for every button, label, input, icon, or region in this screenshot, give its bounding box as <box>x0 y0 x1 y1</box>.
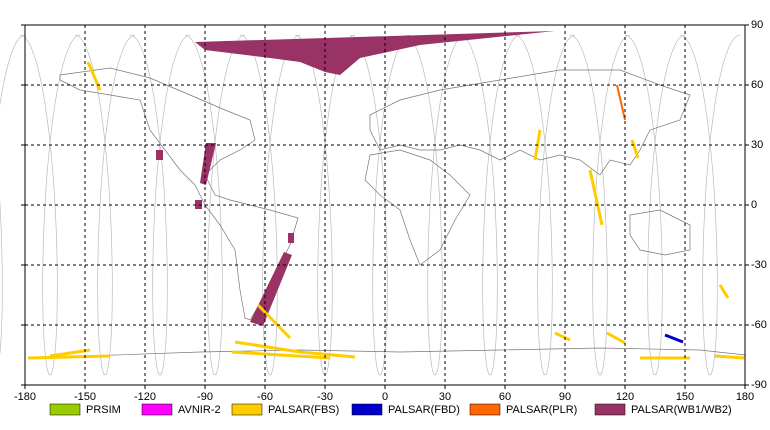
x-tick-label: 0 <box>382 391 388 403</box>
orbit-track <box>515 35 575 375</box>
orbit-track <box>625 35 685 375</box>
plot-frame <box>24 24 746 386</box>
x-tick-label: 180 <box>736 391 754 403</box>
x-tick-label: 60 <box>499 391 511 403</box>
legend-label: PALSAR(FBD) <box>388 404 460 416</box>
strip <box>554 331 571 342</box>
swath <box>288 233 294 243</box>
y-tick-label: -30 <box>751 259 767 271</box>
orbit-track <box>350 35 410 375</box>
orbit-track <box>20 35 80 375</box>
x-tick-label: 90 <box>559 391 571 403</box>
y-tick-label: 90 <box>751 19 763 31</box>
x-tick-label: -90 <box>197 391 213 403</box>
legend-swatch <box>49 403 81 416</box>
orbit-track <box>680 35 740 375</box>
swath <box>195 200 202 209</box>
strip <box>231 350 331 360</box>
legend-label: AVNIR-2 <box>178 404 221 416</box>
strip <box>234 340 356 359</box>
x-tick-label: -30 <box>317 391 333 403</box>
legend-swatch <box>231 403 263 416</box>
orbit-track <box>185 35 245 375</box>
legend-swatch <box>469 403 501 416</box>
orbit-track <box>240 35 300 375</box>
x-tick-label: -150 <box>74 391 96 403</box>
y-tick-label: -60 <box>751 319 767 331</box>
x-tick-label: 150 <box>676 391 694 403</box>
strip <box>606 331 626 345</box>
swath <box>200 143 216 185</box>
africa-outline <box>364 149 471 266</box>
swath <box>195 31 555 75</box>
y-tick-label: 0 <box>751 199 757 211</box>
plr-strip <box>616 84 626 121</box>
fbs-strips <box>27 61 745 360</box>
strip <box>27 354 111 360</box>
orbit-track <box>460 35 520 375</box>
x-tick-label: 30 <box>439 391 451 403</box>
legend-swatch <box>594 403 626 416</box>
eurasia-outline <box>369 69 691 176</box>
strip <box>49 348 91 358</box>
legend-label: PALSAR(FBS) <box>268 404 339 416</box>
strip <box>588 169 604 226</box>
orbit-track <box>570 35 630 375</box>
orbit-track <box>75 35 135 375</box>
orbit-track <box>130 35 190 375</box>
swath <box>156 150 163 160</box>
y-tick-label: 60 <box>751 79 763 91</box>
orbit-track <box>405 35 465 375</box>
strip <box>630 139 640 159</box>
australia-outline <box>629 209 691 256</box>
strip <box>718 284 730 299</box>
legend-swatch <box>141 403 173 416</box>
x-tick-label: -120 <box>134 391 156 403</box>
legend-label: PALSAR(PLR) <box>506 404 577 416</box>
y-tick-label: 30 <box>751 139 763 151</box>
x-tick-label: -60 <box>257 391 273 403</box>
legend-label: PRSIM <box>86 404 121 416</box>
x-tick-label: -180 <box>14 391 36 403</box>
fbd-strip <box>664 333 684 344</box>
strip <box>714 354 745 360</box>
antarctica-outline <box>29 347 746 359</box>
x-tick-label: 120 <box>616 391 634 403</box>
legend: PRSIM AVNIR-2 PALSAR(FBS) PALSAR(FBD) PALSAR… <box>49 403 732 416</box>
legend-label: PALSAR(WB1/WB2) <box>631 404 732 416</box>
strip <box>256 303 292 340</box>
y-tick-label: -90 <box>751 379 767 391</box>
legend-swatch <box>351 403 383 416</box>
